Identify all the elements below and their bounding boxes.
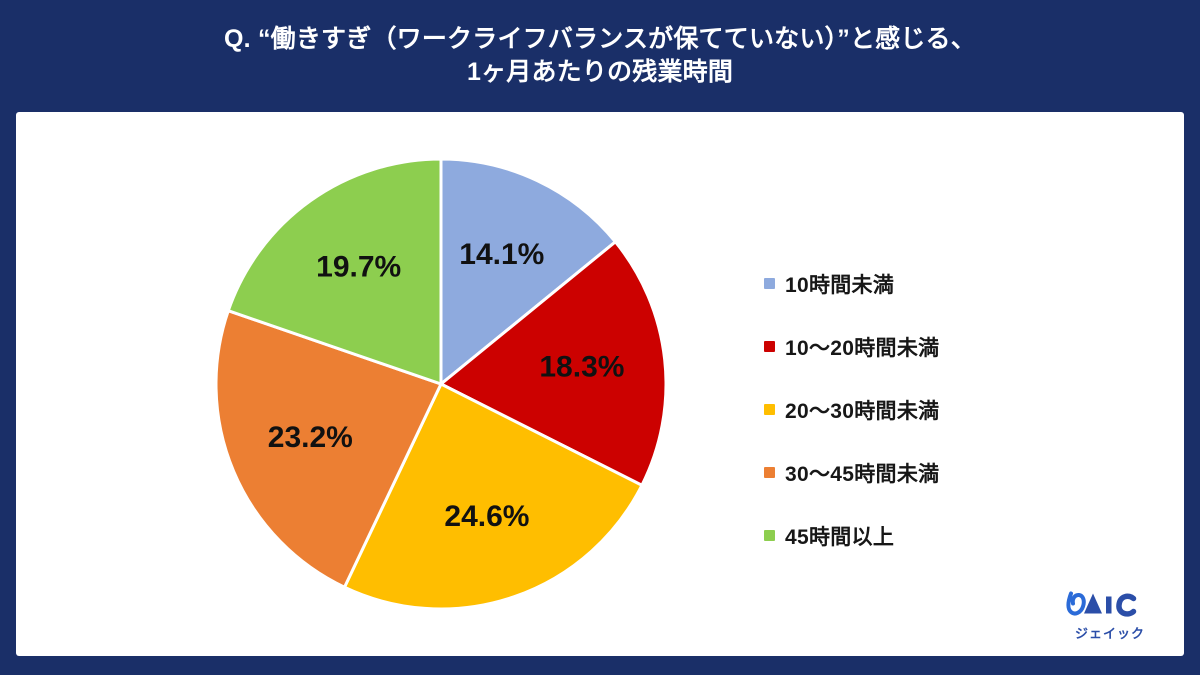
page-title-line-1: Q. “働きすぎ（ワークライフバランスが保てていない）”と感じる、 [224,24,976,53]
pie-slice[interactable] [215,308,444,590]
pie-chart: 14.1% 18.3% 24.6% 23.2% 19.7% [215,158,667,610]
pie-slice-label: 14.1% [459,238,544,271]
pie-slice-label: 23.2% [268,421,353,454]
pie-slice[interactable] [342,381,644,610]
title-banner: Q. “働きすぎ（ワークライフバランスが保てていない）”と感じる、 1ヶ月あたり… [0,0,1200,112]
legend-swatch-icon [764,341,775,352]
legend-item[interactable]: 20～30時間未満 [764,378,1094,441]
pie-slice-label: 24.6% [444,500,529,533]
pie-chart-svg: 14.1% 18.3% 24.6% 23.2% 19.7% [215,158,667,610]
chart-card: 14.1% 18.3% 24.6% 23.2% 19.7% 10時間未満 10～20時間未… [16,112,1184,656]
jaic-logo-icon [1066,591,1137,617]
legend-item[interactable]: 10～20時間未満 [764,315,1094,378]
legend-item[interactable]: 10時間未満 [764,252,1094,315]
legend-item-label: 10時間未満 [785,273,895,297]
pie-slice[interactable] [438,239,667,488]
pie-slice-label: 19.7% [316,251,401,284]
jaic-logo: ジェイック [1058,580,1162,642]
legend-item-label: 45時間以上 [785,525,895,549]
legend-swatch-icon [764,278,775,289]
legend-item-label: 10～20時間未満 [785,336,940,360]
pie-slice-labels: 14.1% 18.3% 24.6% 23.2% 19.7% [268,238,625,533]
pie-slice[interactable] [439,158,618,388]
pie-slice[interactable] [226,158,443,387]
legend-item[interactable]: 45時間以上 [764,504,1094,567]
page-title-line-2: 1ヶ月あたりの残業時間 [466,58,734,86]
legend-swatch-icon [764,467,775,478]
legend-item-label: 20～30時間未満 [785,399,940,423]
pie-slices [215,158,667,610]
legend-swatch-icon [764,404,775,415]
pie-slice-label: 18.3% [539,351,624,384]
legend-item-label: 30～45時間未満 [785,462,940,486]
legend-item[interactable]: 30～45時間未満 [764,441,1094,504]
chart-legend: 10時間未満 10～20時間未満 20～30時間未満 30～45時間未満 45時間以上 [764,252,1094,567]
jaic-logo-subtext: ジェイック [1074,626,1145,641]
legend-swatch-icon [764,530,775,541]
